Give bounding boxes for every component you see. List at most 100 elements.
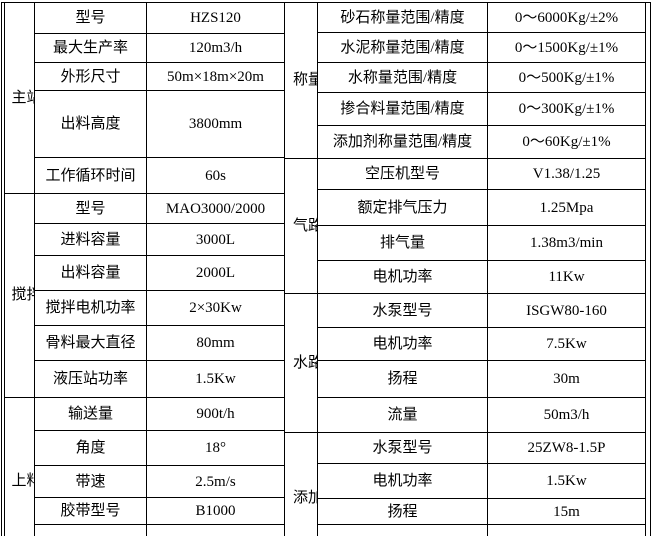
- param-name-cell: 水泵型号: [317, 432, 488, 464]
- param-name-cell: 额定排气压力: [317, 189, 488, 226]
- spec-row: 水泥称量范围/精度 0～1500Kg/±1%: [285, 32, 646, 63]
- param-value-cell: [146, 524, 285, 536]
- param-value-cell: 30m: [487, 360, 646, 398]
- param-value-cell: 3800mm: [146, 90, 285, 158]
- param-name-cell: 角度: [34, 430, 147, 466]
- param-name-cell: 电机功率: [317, 260, 488, 294]
- param-value-cell: ISGW80-160: [487, 293, 646, 328]
- param-name-cell: 胶带型号: [34, 497, 147, 525]
- spec-row: 电机功率 1.5Kw: [285, 463, 646, 499]
- param-name-cell: 水泥称量范围/精度: [317, 32, 488, 63]
- param-name-cell: 扬程: [317, 498, 488, 525]
- param-value-cell: 0～6000Kg/±2%: [487, 2, 646, 33]
- spec-row: 电机功率 11Kw: [285, 260, 646, 294]
- group-label-cell: 搅拌主机: [4, 193, 35, 398]
- param-name-cell: 添加剂称量范围/精度: [317, 125, 488, 159]
- param-value-cell: 2.5m/s: [146, 465, 285, 498]
- param-value-cell: 18°: [146, 430, 285, 466]
- group-label: 称量系统: [293, 72, 317, 89]
- spec-row: 电机功率 7.5Kw: [285, 327, 646, 361]
- param-value-cell: 0～60Kg/±1%: [487, 125, 646, 159]
- spec-row: 扬程 15m: [285, 498, 646, 525]
- group-label-cell: 气路系统: [284, 158, 318, 294]
- spec-row: [285, 524, 646, 536]
- param-name-cell: [317, 524, 488, 536]
- spec-table-left: 主站型号HZS120最大生产率120m3/h外形尺寸50m×18m×20m出料高…: [4, 2, 285, 536]
- param-value-cell: 1.25Mpa: [487, 189, 646, 226]
- spec-tables: 主站型号HZS120最大生产率120m3/h外形尺寸50m×18m×20m出料高…: [4, 2, 646, 536]
- param-value-cell: 900t/h: [146, 397, 285, 431]
- spec-row: 胶带型号 B1000: [5, 497, 285, 525]
- param-value-cell: 7.5Kw: [487, 327, 646, 361]
- param-value-cell: 1.5Kw: [487, 463, 646, 499]
- param-name-cell: 型号: [34, 2, 147, 34]
- spec-row: 骨料最大直径 80mm: [5, 325, 285, 361]
- param-name-cell: 带速: [34, 465, 147, 498]
- group-label-cell: 上料系统: [4, 397, 35, 536]
- group-label-cell: 主站: [4, 2, 35, 194]
- spec-row: 工作循环时间 60s: [5, 157, 285, 194]
- param-name-cell: [34, 524, 147, 536]
- spec-row: 扬程 30m: [285, 360, 646, 398]
- param-value-cell: 1.5Kw: [146, 360, 285, 398]
- param-name-cell: 掺合料量范围/精度: [317, 92, 488, 126]
- spec-row: 搅拌电机功率 2×30Kw: [5, 290, 285, 326]
- param-name-cell: 外形尺寸: [34, 62, 147, 91]
- spec-row: 角度 18°: [5, 430, 285, 466]
- spec-row: 外形尺寸 50m×18m×20m: [5, 62, 285, 91]
- param-name-cell: 进料容量: [34, 223, 147, 256]
- spec-row: 最大生产率 120m3/h: [5, 33, 285, 63]
- param-value-cell: V1.38/1.25: [487, 158, 646, 190]
- param-value-cell: 80mm: [146, 325, 285, 361]
- param-value-cell: 11Kw: [487, 260, 646, 294]
- spec-row: 进料容量 3000L: [5, 223, 285, 256]
- param-value-cell: 3000L: [146, 223, 285, 256]
- param-name-cell: 最大生产率: [34, 33, 147, 63]
- param-name-cell: 电机功率: [317, 463, 488, 499]
- param-value-cell: 2×30Kw: [146, 290, 285, 326]
- param-value-cell: 15m: [487, 498, 646, 525]
- param-name-cell: 搅拌电机功率: [34, 290, 147, 326]
- param-name-cell: 水称量范围/精度: [317, 62, 488, 93]
- spec-table-right-body: 称量系统 砂石称量范围/精度0～6000Kg/±2%水泥称量范围/精度0～1500…: [284, 2, 646, 536]
- param-name-cell: 空压机型号: [317, 158, 488, 190]
- group-label-cell: 水路系统: [284, 293, 318, 433]
- spec-row: 带速 2.5m/s: [5, 465, 285, 498]
- spec-row: 掺合料量范围/精度 0～300Kg/±1%: [285, 92, 646, 126]
- param-value-cell: 60s: [146, 157, 285, 194]
- spec-table-right: 称量系统 砂石称量范围/精度0～6000Kg/±2%水泥称量范围/精度0～1500…: [284, 2, 646, 536]
- group-label: 主站: [11, 89, 34, 106]
- param-name-cell: 流量: [317, 397, 488, 433]
- param-name-cell: 出料容量: [34, 255, 147, 291]
- param-name-cell: 输送量: [34, 397, 147, 431]
- param-value-cell: 50m×18m×20m: [146, 62, 285, 91]
- param-value-cell: 120m3/h: [146, 33, 285, 63]
- spec-row: 水称量范围/精度 0～500Kg/±1%: [285, 62, 646, 93]
- param-name-cell: 骨料最大直径: [34, 325, 147, 361]
- param-name-cell: 排气量: [317, 225, 488, 261]
- param-value-cell: 1.38m3/min: [487, 225, 646, 261]
- group-label: 水路系统: [293, 354, 317, 371]
- param-name-cell: 电机功率: [317, 327, 488, 361]
- param-name-cell: 砂石称量范围/精度: [317, 2, 488, 33]
- spec-table-left-body: 主站型号HZS120最大生产率120m3/h外形尺寸50m×18m×20m出料高…: [4, 2, 285, 536]
- param-name-cell: 型号: [34, 193, 147, 224]
- spec-row: 出料高度 3800mm: [5, 90, 285, 158]
- param-value-cell: 2000L: [146, 255, 285, 291]
- spec-row: 额定排气压力 1.25Mpa: [285, 189, 646, 226]
- group-label: 上料系统: [11, 472, 34, 489]
- spec-row: 排气量 1.38m3/min: [285, 225, 646, 261]
- spec-row: 称量系统 砂石称量范围/精度0～6000Kg/±2%: [284, 2, 646, 159]
- spec-row: 流量 50m3/h: [285, 397, 646, 433]
- param-name-cell: 液压站功率: [34, 360, 147, 398]
- param-name-cell: 扬程: [317, 360, 488, 398]
- param-name-cell: 水泵型号: [317, 293, 488, 328]
- param-value-cell: HZS120: [146, 2, 285, 34]
- param-name-cell: 出料高度: [34, 90, 147, 158]
- param-value-cell: MAO3000/2000: [146, 193, 285, 224]
- spec-row: 添加剂称量范围/精度 0～60Kg/±1%: [285, 125, 646, 159]
